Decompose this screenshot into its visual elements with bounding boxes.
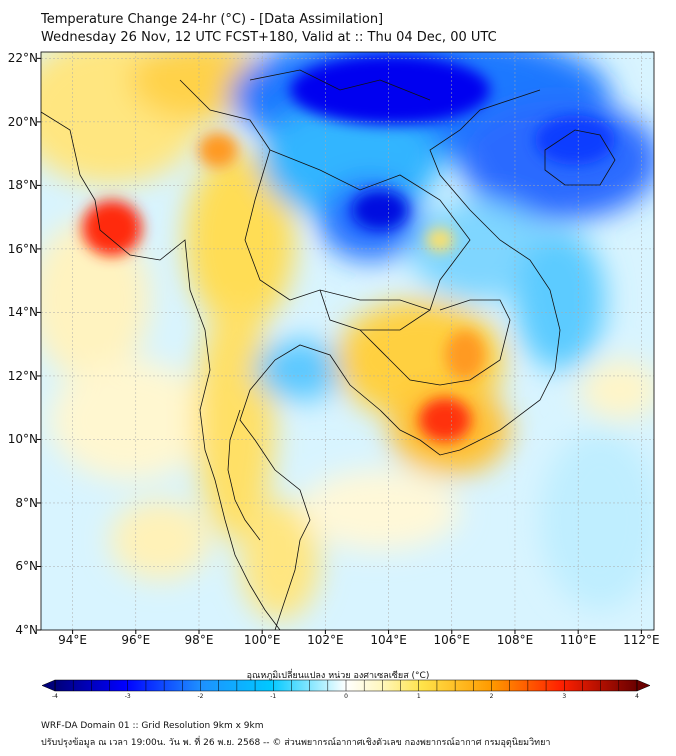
- colorbar-tick-label: -2: [197, 693, 204, 700]
- map-title: Temperature Change 24-hr (°C) - [Data As…: [41, 12, 384, 27]
- colorbar-title: อุณหภูมิเปลี่ยนแปลง หน่วย องศาเซลเซียส (…: [246, 671, 430, 681]
- lon-label: 106°E: [433, 633, 471, 647]
- lat-label: 4°N: [15, 623, 38, 637]
- lon-label: 112°E: [623, 633, 660, 647]
- lat-label: 12°N: [7, 368, 38, 383]
- lat-label: 6°N: [15, 559, 38, 574]
- lat-label: 20°N: [7, 114, 38, 129]
- colorbar-tick-label: 1: [416, 693, 421, 700]
- lon-label: 98°E: [184, 633, 214, 647]
- lon-label: 96°E: [121, 633, 151, 647]
- coastlines-and-borders: [41, 69, 616, 630]
- lon-label: 94°E: [58, 633, 88, 647]
- lat-label: 16°N: [7, 241, 38, 256]
- footer-credit: ปรับปรุงข้อมูล ณ เวลา 19:00น. วัน พ. ที่…: [41, 738, 551, 748]
- lon-label: 110°E: [559, 633, 597, 647]
- lat-label: 8°N: [15, 495, 38, 510]
- colorbar-tick-label: -4: [52, 693, 58, 700]
- colorbar-tick-label: 3: [562, 693, 567, 700]
- colorbar: [41, 679, 651, 692]
- lon-label: 100°E: [243, 633, 281, 647]
- temperature-field: [41, 52, 654, 630]
- footer-model-info: WRF-DA Domain 01 :: Grid Resolution 9km …: [41, 721, 264, 731]
- colorbar-tick-label: -3: [124, 693, 131, 700]
- colorbar-tick-label: -1: [270, 693, 277, 700]
- colorbar-tick-label: 2: [489, 693, 494, 700]
- map-subtitle: Wednesday 26 Nov, 12 UTC FCST+180, Valid…: [41, 30, 497, 45]
- lon-label: 108°E: [496, 633, 534, 647]
- lat-label: 18°N: [7, 178, 38, 193]
- lat-label: 10°N: [7, 432, 38, 447]
- colorbar-tick-label: 4: [635, 693, 639, 700]
- lon-label: 104°E: [370, 633, 407, 647]
- lat-label: 22°N: [7, 51, 38, 66]
- lat-label: 14°N: [7, 305, 38, 320]
- lon-label: 102°E: [307, 633, 344, 647]
- graticule: [41, 52, 654, 630]
- colorbar-tick-label: 0: [344, 693, 348, 700]
